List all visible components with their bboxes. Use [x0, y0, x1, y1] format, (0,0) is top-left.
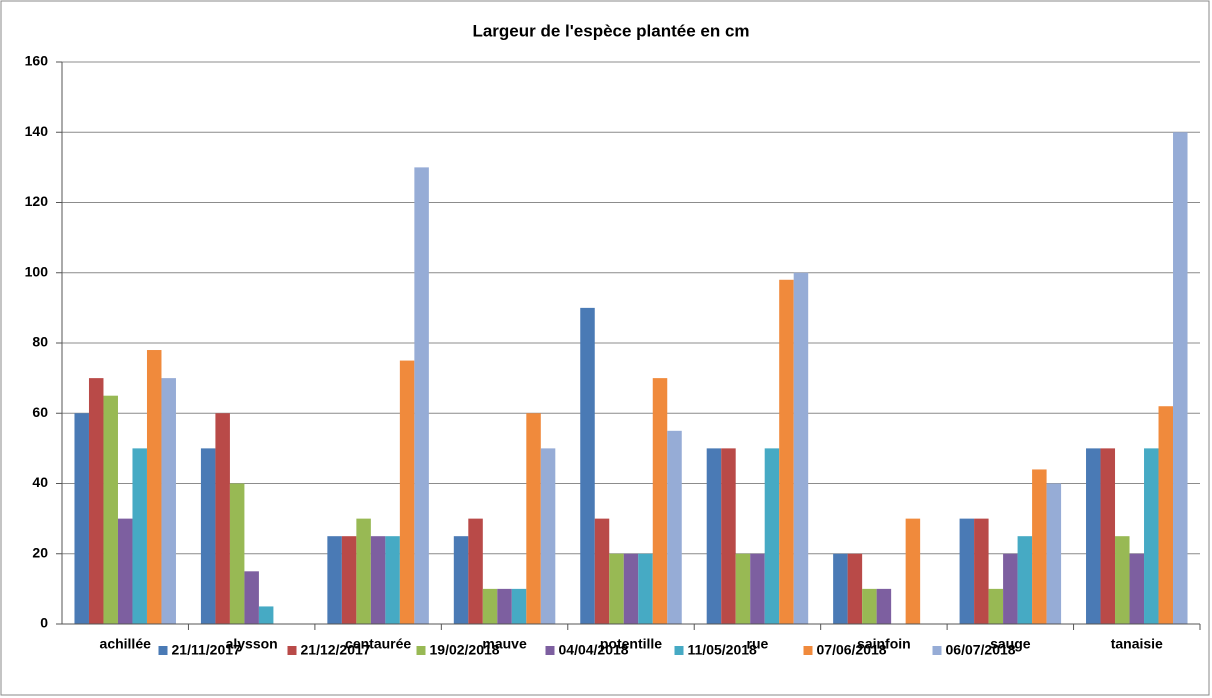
x-tick-label: potentille [600, 636, 662, 652]
bar [327, 536, 342, 624]
bar [1086, 448, 1101, 624]
legend-label: 21/11/2017 [172, 642, 242, 658]
y-tick-label: 80 [32, 334, 48, 350]
bar [667, 430, 682, 624]
legend-swatch [545, 646, 555, 655]
bar [1158, 406, 1174, 624]
bar [453, 536, 469, 624]
legend-swatch [287, 646, 297, 655]
bar [482, 588, 498, 624]
legend-label: 07/06/2018 [817, 642, 887, 658]
bar [1144, 448, 1159, 624]
bar [779, 279, 794, 624]
bar [161, 378, 176, 624]
legend-label: 04/04/2018 [559, 642, 629, 658]
legend-label: 21/12/2017 [301, 642, 371, 658]
bar [876, 588, 892, 624]
bar [385, 536, 400, 624]
bar [88, 378, 104, 624]
bar [258, 606, 274, 624]
y-tick-label: 40 [32, 474, 48, 490]
bar [414, 167, 429, 624]
bar [341, 536, 357, 624]
bar [1017, 536, 1033, 624]
bar [146, 350, 162, 624]
chart-title: Largeur de l'espèce plantée en cm [472, 21, 749, 40]
y-tick-label: 160 [25, 53, 49, 69]
bar [833, 553, 848, 624]
bar [750, 553, 765, 624]
y-tick-label: 60 [32, 404, 48, 420]
x-tick-label: tanaisie [1111, 636, 1163, 652]
x-tick-label: sainfoin [857, 636, 911, 652]
x-tick-label: achillée [100, 636, 152, 652]
bar [103, 395, 118, 624]
bar [735, 553, 751, 624]
bar [623, 553, 639, 624]
bar [1032, 469, 1047, 624]
bar [764, 448, 780, 624]
y-tick-label: 20 [32, 544, 48, 560]
bar [526, 413, 541, 624]
bar [974, 518, 989, 624]
x-tick-label: mauve [482, 636, 527, 652]
bar [988, 588, 1004, 624]
bar [399, 360, 415, 624]
legend-swatch [674, 646, 684, 655]
bar [1003, 553, 1018, 624]
bar [580, 307, 595, 624]
bar [721, 448, 736, 624]
bar [594, 518, 610, 624]
bar [356, 518, 371, 624]
y-tick-label: 100 [25, 263, 49, 279]
bar [638, 553, 653, 624]
bar [1129, 553, 1145, 624]
bar [793, 272, 809, 624]
legend-swatch [158, 646, 168, 655]
bar [215, 413, 230, 624]
x-tick-label: sauge [990, 636, 1031, 652]
legend-label: 19/02/2018 [430, 642, 500, 658]
x-tick-label: alysson [226, 636, 278, 652]
bar [862, 588, 877, 624]
bar [511, 588, 527, 624]
bar [468, 518, 483, 624]
y-tick-label: 0 [40, 615, 48, 631]
legend-label: 06/07/2018 [946, 642, 1016, 658]
legend-label: 11/05/2018 [688, 642, 758, 658]
bar [1173, 132, 1188, 624]
bar [959, 518, 975, 624]
bar [652, 378, 668, 624]
bar [132, 448, 147, 624]
bar [540, 448, 556, 624]
bar [74, 413, 89, 624]
legend-swatch [932, 646, 942, 655]
x-tick-label: centaurée [345, 636, 411, 652]
bar [200, 448, 216, 624]
bar [905, 518, 921, 624]
bar [1115, 536, 1130, 624]
bar [370, 536, 386, 624]
bar [609, 553, 624, 624]
legend-swatch [416, 646, 426, 655]
bar [1100, 448, 1116, 624]
bar [847, 553, 863, 624]
bar [1046, 483, 1062, 624]
bar [497, 588, 512, 624]
y-tick-label: 120 [25, 193, 49, 209]
legend-swatch [803, 646, 813, 655]
y-tick-label: 140 [25, 123, 49, 139]
x-tick-label: rue [747, 636, 769, 652]
bar [244, 571, 259, 624]
bar [229, 483, 245, 624]
bar [117, 518, 133, 624]
bar [706, 448, 722, 624]
